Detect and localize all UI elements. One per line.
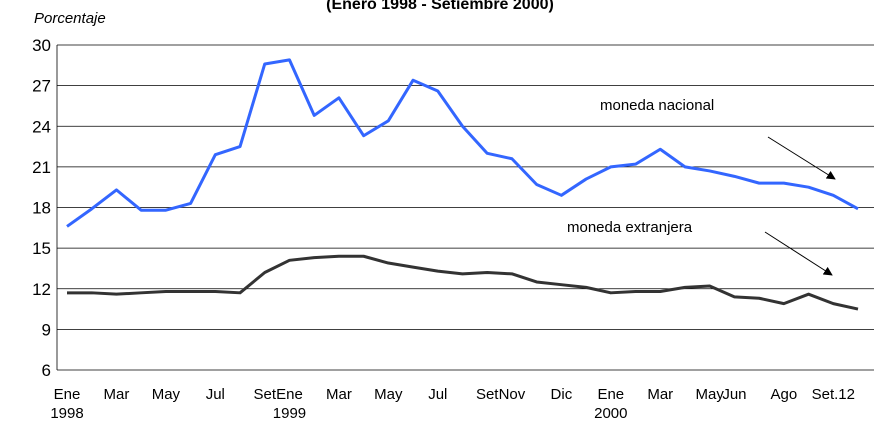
annotation-arrow (764, 231, 833, 276)
y-tick-label: 30 (32, 36, 51, 55)
x-tick-label: Jul (206, 386, 225, 403)
y-tick-label: 21 (32, 158, 51, 177)
x-year-label: 2000 (594, 405, 627, 421)
x-year-label: 1998 (50, 405, 83, 421)
x-tick-label: Mar (104, 386, 130, 403)
x-tick-label: Ene (276, 386, 303, 403)
x-tick-label: May (152, 386, 181, 403)
x-tick-label: Mar (647, 386, 673, 403)
y-axis-label: Porcentaje (34, 10, 106, 27)
series-line (66, 58, 859, 228)
x-tick-label: Jul (428, 386, 447, 403)
y-tick-label: 18 (32, 199, 51, 218)
annotation-arrow (767, 136, 836, 180)
y-tick-label: 9 (42, 320, 51, 339)
x-tick-label: Ene (597, 386, 624, 403)
y-tick-label: 15 (32, 239, 51, 258)
x-tick-label: Ago (770, 386, 797, 403)
annotation: moneda nacional (600, 97, 714, 114)
y-tick-label: 24 (32, 117, 51, 136)
x-tick-label: Jun (722, 386, 746, 403)
x-tick-label: Mar (326, 386, 352, 403)
x-tick-label: Dic (551, 386, 573, 403)
chart-title: (Enero 1998 - Setiembre 2000) (326, 0, 554, 13)
x-tick-label: Nov (499, 386, 526, 403)
series-line (67, 254, 859, 311)
x-year-label: 1999 (273, 405, 306, 421)
x-tick-label: Set (253, 386, 276, 403)
y-tick-label: 12 (32, 280, 51, 299)
y-tick-label: 6 (42, 361, 51, 380)
x-tick-label: May (374, 386, 403, 403)
x-tick-label: Set.12 (812, 386, 855, 403)
x-tick-label: May (696, 386, 725, 403)
y-tick-label: 27 (32, 77, 51, 96)
x-tick-label: Ene (54, 386, 81, 403)
annotation: moneda extranjera (567, 219, 693, 236)
x-tick-label: Set (476, 386, 499, 403)
